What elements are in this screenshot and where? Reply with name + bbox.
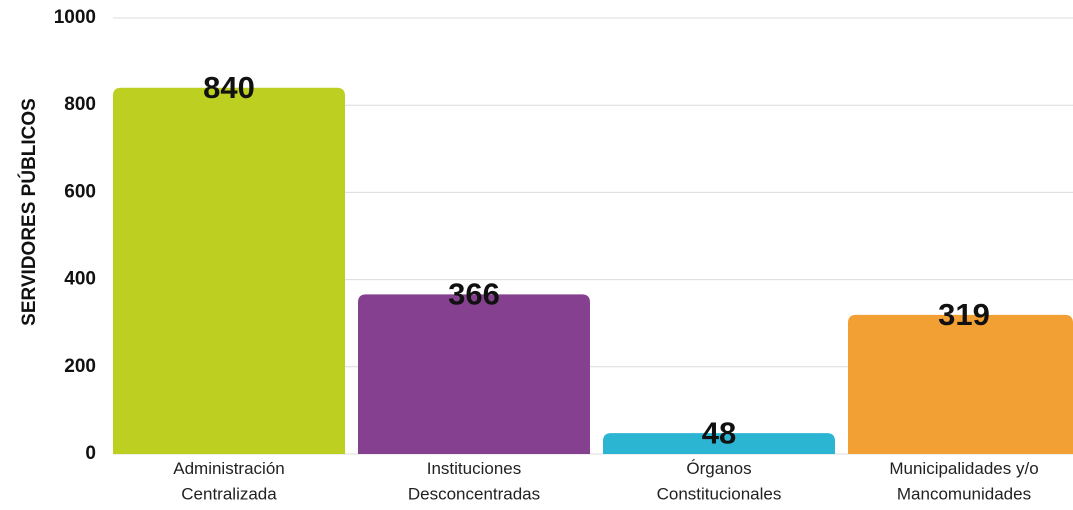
y-tick-label: 800 — [64, 94, 96, 115]
y-axis-label: SERVIDORES PÚBLICOS — [18, 98, 40, 326]
y-tick-label: 200 — [64, 356, 96, 377]
value-label: 48 — [702, 415, 736, 450]
x-tick-label: Administración Centralizada — [173, 459, 285, 504]
bar — [603, 433, 835, 454]
bar — [358, 294, 590, 454]
bar — [113, 87, 345, 454]
bar — [848, 314, 1073, 454]
value-label: 366 — [448, 277, 500, 312]
value-label: 319 — [938, 297, 990, 332]
value-label: 840 — [203, 70, 255, 105]
x-tick-label: Órganos Constitucionales — [657, 459, 782, 504]
x-tick-label: Instituciones Desconcentradas — [408, 459, 540, 504]
x-tick-label: Municipalidades y/o Mancomunidades — [889, 459, 1038, 504]
y-tick-label: 1000 — [54, 7, 96, 28]
y-tick-label: 600 — [64, 181, 96, 202]
y-tick-label: 400 — [64, 269, 96, 290]
y-tick-label: 0 — [85, 443, 96, 464]
